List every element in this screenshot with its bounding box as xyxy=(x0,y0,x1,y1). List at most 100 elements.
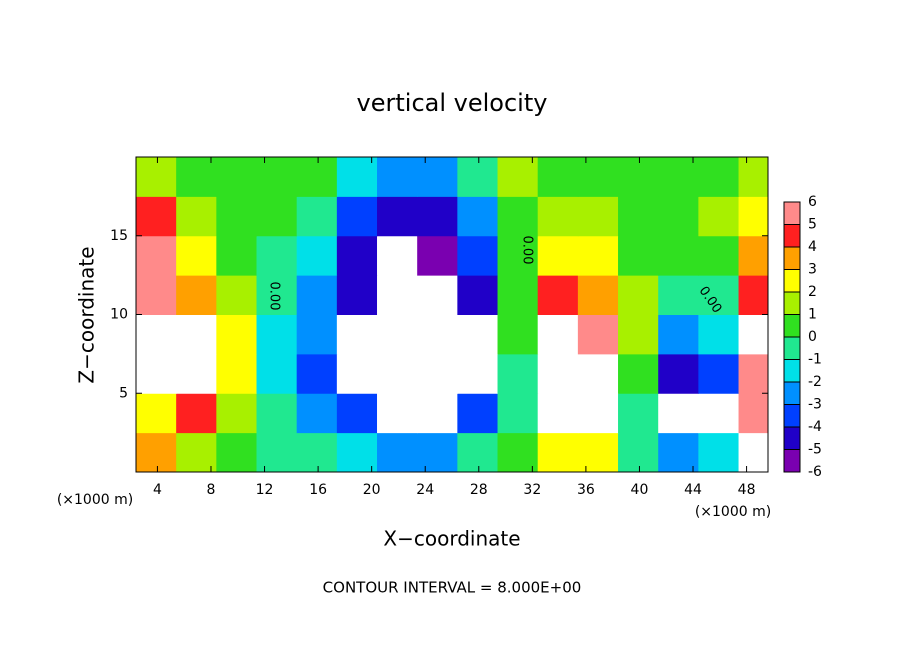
cell xyxy=(296,314,338,355)
cell xyxy=(176,353,217,394)
cell xyxy=(216,432,258,472)
colorbar-tick-label: -6 xyxy=(808,464,822,480)
y-tick-label: 15 xyxy=(110,228,128,244)
chart-title: vertical velocity xyxy=(357,89,548,117)
cell xyxy=(738,353,768,394)
cell xyxy=(377,196,418,237)
colorbar-tick-label: -1 xyxy=(808,352,822,368)
cell xyxy=(457,275,499,315)
cell xyxy=(296,235,338,276)
cell xyxy=(537,157,579,197)
colorbar-tick-label: 4 xyxy=(808,239,817,255)
cell xyxy=(136,393,177,434)
cell xyxy=(336,157,378,197)
cell xyxy=(738,196,768,237)
colorbar-band xyxy=(784,449,800,473)
cell xyxy=(698,196,740,237)
cell xyxy=(136,314,177,355)
cell xyxy=(618,432,659,472)
cell xyxy=(256,196,298,237)
cell xyxy=(537,275,579,315)
cell xyxy=(618,235,659,276)
colorbar-band xyxy=(784,224,800,248)
cell xyxy=(176,196,217,237)
cell xyxy=(336,353,378,394)
cell xyxy=(658,314,699,355)
cell xyxy=(497,235,539,276)
cell xyxy=(336,432,378,472)
cell xyxy=(698,275,740,315)
cell xyxy=(577,432,619,472)
cell xyxy=(136,432,177,472)
cell xyxy=(296,393,338,434)
x-tick-label: 40 xyxy=(631,482,649,498)
cell xyxy=(618,196,659,237)
x-tick-label: 36 xyxy=(577,482,595,498)
cell xyxy=(577,314,619,355)
x-unit-label: (×1000 m) xyxy=(695,504,771,520)
x-axis-label: X−coordinate xyxy=(383,527,520,551)
cell xyxy=(698,314,740,355)
cell xyxy=(216,275,258,315)
cell xyxy=(497,353,539,394)
cell xyxy=(658,432,699,472)
cell xyxy=(417,235,458,276)
cell xyxy=(658,275,699,315)
cell xyxy=(176,275,217,315)
cell xyxy=(336,275,378,315)
cell xyxy=(256,393,298,434)
cell xyxy=(618,353,659,394)
colorbar-tick-label: 2 xyxy=(808,284,817,300)
colorbar-tick-label: 5 xyxy=(808,217,817,233)
cell xyxy=(336,235,378,276)
cell xyxy=(618,157,659,197)
cell xyxy=(136,353,177,394)
cell xyxy=(256,353,298,394)
cell xyxy=(457,157,499,197)
colorbar-tick-label: 6 xyxy=(808,194,817,210)
x-tick-label: 4 xyxy=(153,482,162,498)
colorbar-tick-label: 1 xyxy=(808,307,817,323)
cell xyxy=(336,196,378,237)
x-tick-label: 20 xyxy=(363,482,381,498)
x-unit-label: (×1000 m) xyxy=(57,492,133,508)
footer-note: CONTOUR INTERVAL = 8.000E+00 xyxy=(323,579,582,597)
cell xyxy=(658,196,699,237)
cell xyxy=(537,196,579,237)
colorbar-tick-label: -3 xyxy=(808,397,822,413)
cell xyxy=(216,353,258,394)
cell xyxy=(738,314,768,355)
cell xyxy=(417,196,458,237)
colorbar-tick-label: -5 xyxy=(808,442,822,458)
cell xyxy=(136,196,177,237)
colorbar-tick-label: -2 xyxy=(808,374,822,390)
cell xyxy=(658,157,699,197)
colorbar-band xyxy=(784,247,800,270)
cell xyxy=(176,235,217,276)
cell xyxy=(457,353,499,394)
cell xyxy=(698,353,740,394)
cell xyxy=(457,393,499,434)
cell xyxy=(577,157,619,197)
cell xyxy=(296,157,338,197)
cell xyxy=(176,393,217,434)
cell xyxy=(377,314,418,355)
contour-label: 0.00 xyxy=(267,282,282,311)
cell xyxy=(537,432,579,472)
cell xyxy=(537,353,579,394)
cell xyxy=(216,393,258,434)
cell xyxy=(658,393,699,434)
cell xyxy=(457,196,499,237)
cell xyxy=(537,235,579,276)
cell xyxy=(577,275,619,315)
cell xyxy=(377,157,418,197)
cell xyxy=(136,275,177,315)
cell xyxy=(738,235,768,276)
cell xyxy=(537,314,579,355)
cell xyxy=(296,196,338,237)
x-tick-label: 28 xyxy=(470,482,488,498)
cell xyxy=(216,196,258,237)
cell xyxy=(618,393,659,434)
cell xyxy=(417,314,458,355)
